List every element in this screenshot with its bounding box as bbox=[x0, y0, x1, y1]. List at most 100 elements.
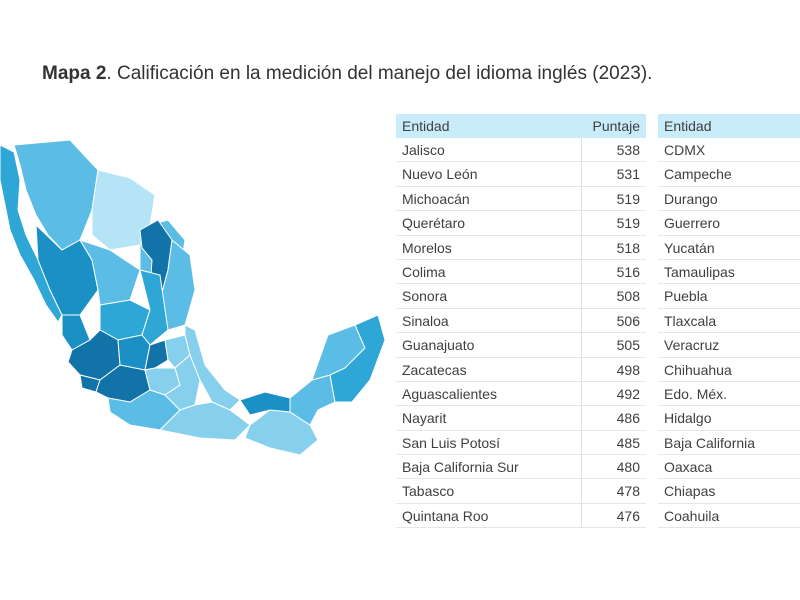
table-row: Quintana Roo 476 bbox=[396, 503, 646, 529]
entity-score: 485 bbox=[581, 430, 646, 455]
entity-name: Colima bbox=[402, 263, 446, 280]
entity-name: Veracruz bbox=[664, 337, 720, 354]
table-row: Hidalgo bbox=[658, 406, 800, 431]
entity-name: Zacatecas bbox=[402, 361, 467, 378]
entity-name: Chiapas bbox=[664, 483, 716, 500]
entity-name: Edo. Méx. bbox=[664, 385, 728, 402]
document-title: Mapa 2. Calificación en la medición del … bbox=[42, 63, 652, 85]
entity-score: 506 bbox=[581, 308, 646, 333]
header-score: Puntaje bbox=[592, 118, 640, 134]
entity-name: Durango bbox=[664, 190, 718, 207]
entity-name: San Luis Potosí bbox=[402, 434, 501, 451]
entity-name: Nayarit bbox=[402, 410, 447, 427]
table-row: Chihuahua bbox=[658, 358, 800, 382]
entity-name: Tabasco bbox=[402, 483, 455, 500]
entity-name: Aguascalientes bbox=[402, 385, 497, 402]
map-region-oaxaca bbox=[158, 401, 251, 441]
entity-score: 476 bbox=[581, 503, 646, 528]
table-row: Guanajuato 505 bbox=[396, 333, 646, 358]
entity-name: Oaxaca bbox=[664, 459, 713, 476]
entity-name: Sinaloa bbox=[402, 312, 449, 329]
entity-score: 498 bbox=[581, 357, 646, 381]
table-row: Yucatán bbox=[658, 236, 800, 260]
entity-score: 531 bbox=[581, 162, 646, 186]
entities-table-right: Entidad CDMX Campeche Durango Guerrero Yucat… bbox=[658, 114, 800, 529]
map-region-guanajuato bbox=[117, 334, 151, 371]
table-row: Campeche bbox=[658, 162, 800, 187]
map-region-sinaloa bbox=[35, 223, 99, 316]
entity-name: Puebla bbox=[664, 288, 708, 305]
header-entity: Entidad bbox=[664, 118, 712, 134]
entity-name: Sonora bbox=[402, 288, 448, 305]
entity-name: Campeche bbox=[664, 166, 732, 183]
table-row: Baja California Sur 480 bbox=[396, 455, 646, 480]
entity-score: 508 bbox=[581, 284, 646, 308]
table-row: Oaxaca bbox=[658, 455, 800, 480]
table-row: Puebla bbox=[658, 284, 800, 309]
entity-name: Michoacán bbox=[402, 190, 470, 207]
entity-name: Nuevo León bbox=[402, 166, 478, 183]
map-region-quintana-roo bbox=[329, 314, 386, 403]
entity-name: Guerrero bbox=[664, 215, 721, 232]
title-text: . Calificación en la medición del manejo… bbox=[106, 63, 653, 84]
entity-score: 516 bbox=[581, 259, 646, 284]
table-row: Sinaloa 506 bbox=[396, 308, 646, 334]
entity-score: 492 bbox=[581, 381, 646, 406]
table-row: Tamaulipas bbox=[658, 260, 800, 285]
table-row: Tlaxcala bbox=[658, 309, 800, 334]
entity-name: CDMX bbox=[664, 142, 706, 158]
table-row: Guerrero bbox=[658, 211, 800, 236]
table-row: Edo. Méx. bbox=[658, 382, 800, 407]
table-row: Veracruz bbox=[658, 333, 800, 358]
table-row: Nuevo León 531 bbox=[396, 162, 646, 187]
map-region-sonora bbox=[13, 140, 99, 251]
entity-score: 538 bbox=[581, 138, 646, 162]
entity-name: Quintana Roo bbox=[402, 507, 489, 524]
table-row: Aguascalientes 492 bbox=[396, 381, 646, 407]
entity-name: Morelos bbox=[402, 239, 452, 256]
table-row: Zacatecas 498 bbox=[396, 357, 646, 382]
table-row: Morelos 518 bbox=[396, 235, 646, 260]
table-row: Chiapas bbox=[658, 479, 800, 504]
table-row: Colima 516 bbox=[396, 259, 646, 285]
table-header: Entidad Puntaje bbox=[396, 114, 646, 138]
entity-name: Baja California bbox=[664, 434, 756, 451]
entity-score: 505 bbox=[581, 333, 646, 357]
table-row: Tabasco 478 bbox=[396, 479, 646, 504]
title-prefix: Mapa 2 bbox=[42, 63, 107, 84]
entity-name: Guanajuato bbox=[402, 337, 475, 354]
table-row: Querétaro 519 bbox=[396, 211, 646, 236]
entity-name: Baja California Sur bbox=[402, 459, 519, 476]
table-row: Durango bbox=[658, 187, 800, 212]
table-row: Jalisco 538 bbox=[396, 138, 646, 163]
map-region-tabasco bbox=[239, 391, 291, 416]
mexico-choropleth-map bbox=[0, 140, 386, 456]
table-row: Coahuila bbox=[658, 504, 800, 529]
entity-score: 518 bbox=[581, 235, 646, 259]
entity-name: Chihuahua bbox=[664, 361, 732, 378]
entity-name: Coahuila bbox=[664, 507, 720, 524]
entity-score: 480 bbox=[581, 455, 646, 479]
header-entity: Entidad bbox=[402, 118, 450, 134]
entity-name: Tamaulipas bbox=[664, 263, 735, 280]
table-header: Entidad bbox=[658, 114, 800, 138]
table-row: San Luis Potosí 485 bbox=[396, 430, 646, 456]
entity-score: 519 bbox=[581, 211, 646, 235]
entity-name: Yucatán bbox=[664, 239, 715, 256]
table-row: Baja California bbox=[658, 431, 800, 456]
entity-name: Tlaxcala bbox=[664, 312, 717, 329]
table-row: CDMX bbox=[658, 138, 800, 163]
entity-score: 519 bbox=[581, 186, 646, 211]
entity-name: Querétaro bbox=[402, 215, 466, 232]
map-region-tamaulipas bbox=[159, 239, 196, 331]
map-region-baja-california bbox=[0, 144, 63, 323]
scores-table-left: Entidad Puntaje Jalisco 538 Nuevo León 531 M… bbox=[396, 114, 646, 529]
entity-name: Jalisco bbox=[402, 142, 445, 158]
table-row: Michoacán 519 bbox=[396, 186, 646, 212]
map-region-queretaro bbox=[144, 339, 169, 371]
entity-name: Hidalgo bbox=[664, 410, 712, 427]
entity-score: 486 bbox=[581, 406, 646, 430]
table-row: Sonora 508 bbox=[396, 284, 646, 309]
table-row: Nayarit 486 bbox=[396, 406, 646, 431]
entity-score: 478 bbox=[581, 479, 646, 503]
